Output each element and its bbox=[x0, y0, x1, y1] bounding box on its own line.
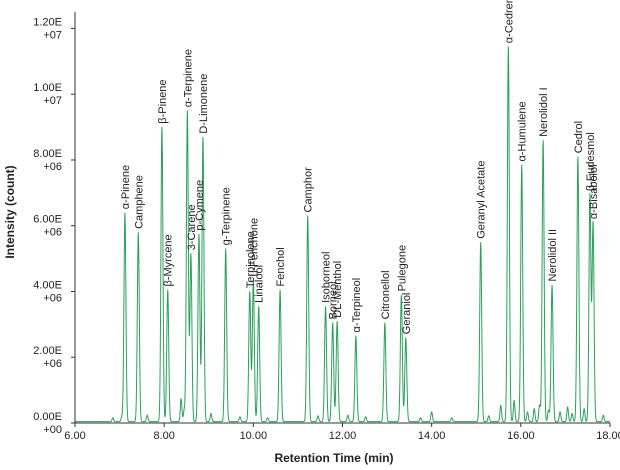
peak-label: α-Bisabolol bbox=[588, 164, 600, 219]
y-tick-label: 0.00E bbox=[33, 411, 62, 423]
y-tick-label: 1.00E bbox=[33, 82, 62, 94]
peak-label: β-Eudesmol bbox=[585, 132, 597, 191]
peak-label: Camphor bbox=[303, 167, 315, 213]
peak-label: DL-Menthol bbox=[332, 261, 344, 318]
peak-label: α-Terpinene bbox=[182, 49, 194, 107]
peak-label: Terpinolene bbox=[245, 231, 257, 288]
peak-label: β-Pinene bbox=[157, 79, 169, 123]
peak-label: Fenchol bbox=[275, 247, 287, 286]
y-tick-label-exponent: +06 bbox=[43, 227, 62, 239]
peak-label: Pulegone bbox=[396, 245, 408, 292]
y-tick-label-exponent: +07 bbox=[43, 95, 62, 107]
peak-label: Geranyl Acetate bbox=[476, 161, 488, 239]
y-tick-label-exponent: +06 bbox=[43, 358, 62, 370]
peak-label: g-Terpinene bbox=[221, 187, 233, 245]
y-tick-label-exponent: +07 bbox=[43, 29, 62, 41]
x-tick-label: 10.00 bbox=[240, 430, 268, 442]
peak-label: Camphene bbox=[133, 175, 145, 229]
x-tick-label: 12.00 bbox=[329, 430, 357, 442]
peak-label: 3-Carene bbox=[186, 204, 198, 250]
y-axis-title: Intensity (count) bbox=[3, 165, 17, 258]
y-tick-label: 1.20E bbox=[33, 16, 62, 28]
axes-layer: 6.008.0010.0012.0014.0016.0018.000.00E+0… bbox=[33, 12, 620, 442]
y-tick-label: 6.00E bbox=[33, 214, 62, 226]
x-tick-label: 18.00 bbox=[596, 430, 620, 442]
y-tick-label: 4.00E bbox=[33, 279, 62, 291]
peak-label: Nerolidol II bbox=[547, 229, 559, 282]
peak-label: Nerolidol I bbox=[538, 87, 550, 137]
x-tick-label: 8.00 bbox=[153, 430, 174, 442]
x-tick-label: 6.00 bbox=[64, 430, 85, 442]
x-axis-title: Retention Time (min) bbox=[274, 451, 393, 465]
y-tick-label: 2.00E bbox=[33, 345, 62, 357]
y-tick-label-exponent: +00 bbox=[43, 424, 62, 436]
peak-label: Cedrol bbox=[573, 121, 585, 153]
peak-label: α-Humulene bbox=[517, 101, 529, 161]
peak-label: Geraniol bbox=[401, 293, 413, 335]
y-tick-label-exponent: +06 bbox=[43, 161, 62, 173]
peak-label: p-Cymene bbox=[194, 180, 206, 231]
y-tick-label: 8.00E bbox=[33, 148, 62, 160]
peak-label: β-Myrcene bbox=[163, 234, 175, 286]
chromatogram-trace-layer bbox=[74, 46, 611, 423]
peak-label: L-Fenchone bbox=[248, 218, 260, 277]
y-tick-label-exponent: +06 bbox=[43, 292, 62, 304]
peak-label: α-Cedrene & bbox=[503, 0, 515, 43]
peak-label: Citronellol bbox=[380, 270, 392, 319]
peak-label: Linalool bbox=[254, 265, 266, 303]
peak-label: D-Limonene bbox=[198, 74, 210, 134]
peak-label: α-Terpineol bbox=[351, 278, 363, 333]
x-tick-label: 16.00 bbox=[507, 430, 535, 442]
peak-label: Borneol bbox=[328, 281, 340, 319]
chromatogram-line bbox=[74, 46, 611, 423]
x-tick-label: 14.00 bbox=[418, 430, 446, 442]
peak-label: Isoborneol bbox=[321, 252, 333, 303]
peak-labels-layer: α-Pinene Camphene β-Pinene β-Myrcene α-Terpi… bbox=[120, 0, 600, 334]
peak-label: α-Pinene bbox=[120, 165, 132, 209]
